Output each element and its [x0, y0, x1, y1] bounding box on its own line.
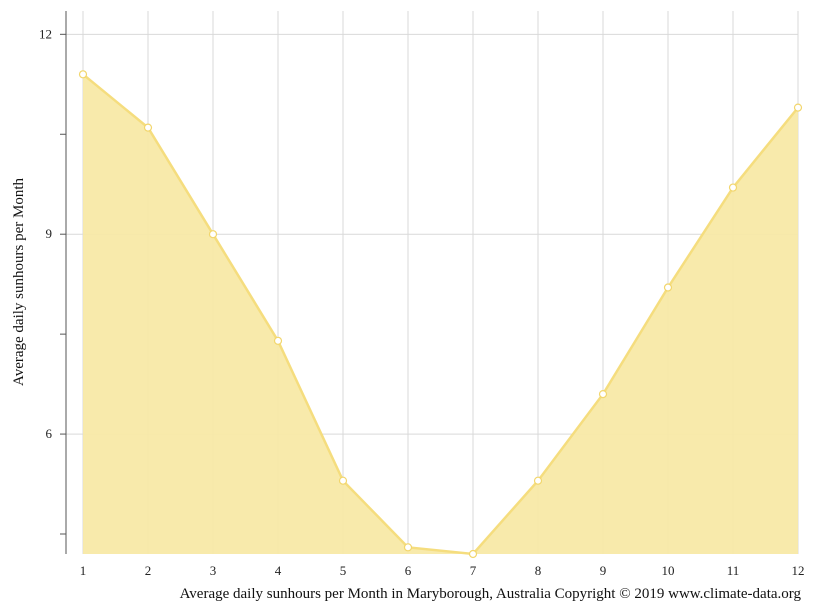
x-ticks: 1 2 3 4 5 6 7 8 9 10 11 12: [80, 563, 805, 578]
data-point-month-4: [273, 336, 283, 345]
x-tick-label-2: 2: [145, 563, 152, 578]
data-point-month-11: [728, 183, 738, 192]
data-point-month-10: [663, 283, 673, 292]
data-point-month-1: [78, 70, 88, 79]
x-tick-label-11: 11: [727, 563, 740, 578]
data-point-month-7: [468, 549, 478, 559]
data-point-month-6: [403, 543, 413, 552]
y-tick-label-6: 6: [46, 426, 53, 441]
x-tick-label-3: 3: [210, 563, 217, 578]
x-tick-label-5: 5: [340, 563, 347, 578]
y-axis-title: Average daily sunhours per Month: [11, 178, 27, 387]
y-tick-label-9: 9: [46, 226, 53, 241]
x-tick-label-10: 10: [662, 563, 675, 578]
x-tick-label-4: 4: [275, 563, 282, 578]
x-tick-label-6: 6: [405, 563, 412, 578]
x-tick-label-8: 8: [535, 563, 542, 578]
data-point-month-12: [793, 103, 803, 112]
data-point-month-9: [598, 389, 608, 399]
data-markers: [78, 70, 803, 559]
x-tick-label-9: 9: [600, 563, 607, 578]
y-tick-label-12: 12: [39, 26, 52, 41]
data-point-month-8: [533, 476, 543, 485]
data-point-month-3: [208, 230, 218, 239]
sunhours-line: [82, 73, 799, 556]
sunhours-area: [83, 74, 798, 554]
x-axis-title: Average daily sunhours per Month in Mary…: [180, 586, 802, 602]
data-point-month-5: [338, 476, 348, 485]
data-point-month-2: [143, 123, 153, 132]
x-tick-label-1: 1: [80, 563, 87, 578]
x-tick-label-12: 12: [792, 563, 805, 578]
y-ticks: 6 9 12: [39, 26, 66, 535]
x-tick-label-7: 7: [470, 563, 477, 578]
